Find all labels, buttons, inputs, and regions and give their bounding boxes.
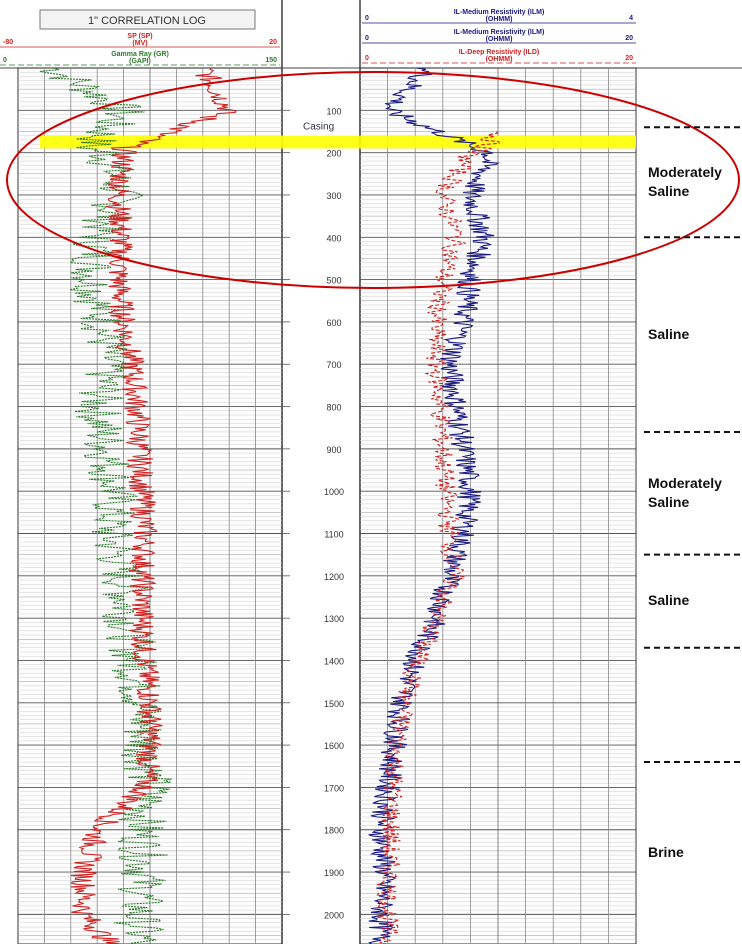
- depth-label: 200: [326, 149, 341, 159]
- depth-label: 300: [326, 191, 341, 201]
- track-header-min: 0: [365, 35, 369, 42]
- depth-label: 1000: [324, 487, 344, 497]
- depth-label: 1200: [324, 572, 344, 582]
- track-header-max: 150: [265, 57, 277, 64]
- depth-label: 100: [326, 106, 341, 116]
- highlight-layer: [40, 135, 636, 149]
- casing-label: Casing: [303, 122, 334, 133]
- zone-label: Moderately Saline: [648, 164, 722, 200]
- depth-label: 1600: [324, 741, 344, 751]
- zone-boundary-lines: [644, 126, 742, 764]
- track-header-max: 20: [625, 35, 633, 42]
- track-header-name: IL-Medium Resistivity (ILM): [454, 29, 545, 36]
- depth-label: 1800: [324, 826, 344, 836]
- zone-label: Moderately Saline: [648, 475, 722, 511]
- zone-label: Saline: [648, 325, 690, 342]
- curve-sp-sp: [70, 67, 237, 944]
- track-header-min: 0: [365, 55, 369, 62]
- track-header-unit: (GAPI): [129, 58, 151, 65]
- depth-label: 1500: [324, 699, 344, 709]
- track-header-min: 0: [365, 15, 369, 22]
- curve-gamma-ray-gr: [39, 67, 173, 944]
- depth-label: 1900: [324, 868, 344, 878]
- track-header-unit: (MV): [132, 40, 147, 47]
- highlight-band: [40, 135, 636, 149]
- depth-label: 600: [326, 318, 341, 328]
- annotation-circle: [6, 71, 740, 289]
- curve-il-deep-resistivity-ild: [375, 131, 500, 944]
- track-headers: 1" CORRELATION LOG SP (SP)(MV) -80 20 Gamma…: [0, 9, 636, 66]
- track-header-unit: (OHMM): [486, 16, 513, 23]
- depth-label: 700: [326, 360, 341, 370]
- track-header-unit: (OHMM): [486, 36, 513, 43]
- track-header-min: -80: [3, 39, 13, 46]
- track-header-name: Gamma Ray (GR): [111, 51, 169, 58]
- depth-label: 1700: [324, 783, 344, 793]
- depth-label: 500: [326, 276, 341, 286]
- annotation-ellipse: [6, 71, 740, 289]
- track-header-max: 20: [269, 39, 277, 46]
- track-header-name: IL-Deep Resistivity (ILD): [459, 49, 540, 56]
- depth-label: 1100: [324, 530, 343, 540]
- track-header-name: IL-Medium Resistivity (ILM): [454, 9, 545, 16]
- track-header-name: SP (SP): [127, 33, 152, 40]
- depth-label: 1400: [324, 656, 344, 666]
- depth-label: 2000: [324, 910, 344, 920]
- curve-layer: [39, 67, 500, 944]
- depth-labels: 100 200 300 400 500 600 700 800 900 1000 1100 1200 1…: [303, 106, 344, 920]
- log-title: 1" CORRELATION LOG: [88, 15, 206, 27]
- depth-label: 900: [326, 445, 341, 455]
- track-header-min: 0: [3, 57, 7, 64]
- zone-label: Saline: [648, 592, 690, 609]
- depth-label: 800: [326, 403, 341, 413]
- zone-label: Brine: [648, 844, 684, 860]
- track-header-max: 20: [625, 55, 633, 62]
- track-header-max: 4: [629, 15, 633, 22]
- depth-label: 1300: [324, 614, 344, 624]
- depth-label: 400: [326, 233, 341, 243]
- track-header-unit: (OHMM): [486, 56, 513, 63]
